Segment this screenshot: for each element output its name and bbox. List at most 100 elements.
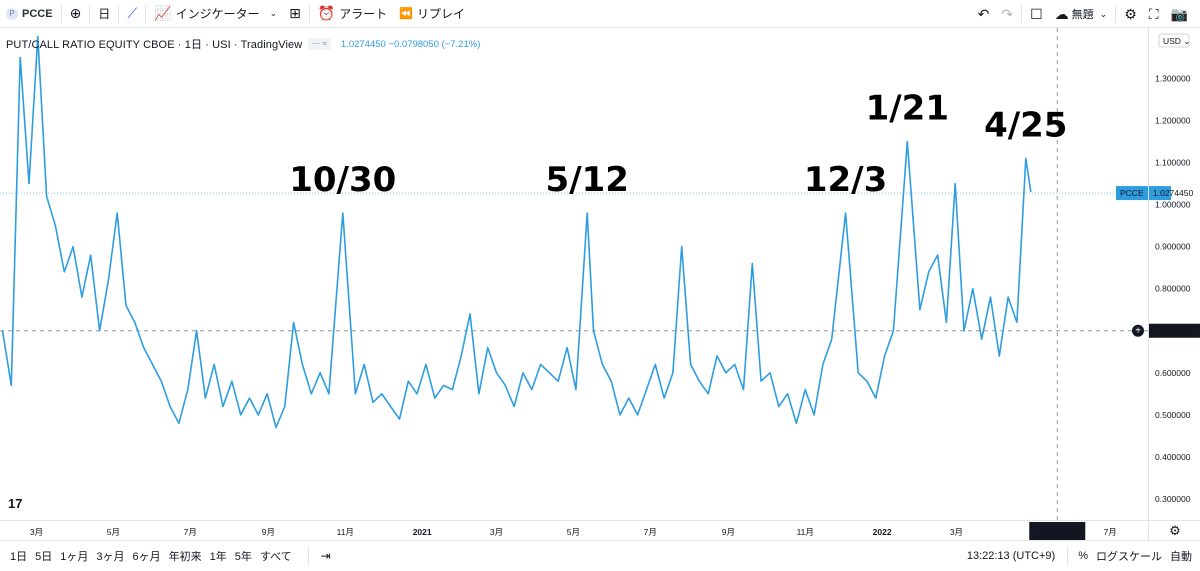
divider: [1067, 547, 1069, 565]
cloud-icon: ☁: [1054, 5, 1069, 22]
layout-name-button[interactable]: ☁ 無題 ⌄: [1049, 0, 1114, 28]
time-tick-label: 9月: [722, 527, 735, 537]
time-tick-label: 3月: [490, 527, 503, 537]
expand-icon: ⛶: [1148, 5, 1159, 22]
price-tick-label: 1.100000: [1155, 158, 1191, 168]
fullscreen-button[interactable]: ⛶: [1143, 0, 1165, 28]
legend-values: 1.0274450 −0.0798050 (−7.21%): [340, 38, 481, 50]
price-axis[interactable]: 1.300000 1.200000 1.100000 1.000000 0.900000…: [1119, 28, 1200, 520]
line-chart-icon: ⟋: [127, 5, 138, 21]
divider: [118, 4, 120, 23]
divider: [60, 4, 62, 23]
range-button[interactable]: 年初来: [168, 550, 202, 563]
add-alert-icon[interactable]: [1132, 324, 1144, 337]
annotation-label: 12/3: [804, 160, 887, 200]
divider: [307, 546, 309, 565]
axis-settings-button[interactable]: ⚙: [1148, 520, 1200, 541]
time-tick-label: 5月: [567, 527, 580, 537]
series-line-pcce: [1, 35, 1032, 429]
range-button[interactable]: 1年: [209, 550, 227, 563]
symbol-search-button[interactable]: P PCCE: [0, 0, 59, 28]
time-tick-label: 5月: [107, 527, 120, 537]
crosshair-price-badge: [1149, 323, 1200, 338]
range-button[interactable]: 6ヶ月: [132, 550, 161, 563]
indicator-chart-icon: 📈: [154, 5, 172, 21]
gear-icon: ⚙: [1169, 523, 1181, 538]
range-button[interactable]: 5日: [35, 550, 53, 563]
range-button[interactable]: すべて: [259, 550, 292, 563]
time-tick-label: 2021: [413, 527, 432, 537]
tradingview-logo[interactable]: 17: [8, 496, 23, 511]
gear-icon: ⚙: [1124, 5, 1137, 22]
replay-button[interactable]: ⏪ リプレイ: [393, 0, 471, 28]
layouts-button[interactable]: ⊞: [283, 0, 307, 28]
chevron-down-icon: ⌄: [1099, 8, 1108, 19]
indicators-label: インジケーター: [175, 7, 260, 21]
series-name-badge: [1116, 186, 1148, 201]
time-axis[interactable]: 3月5月7月9月11月20213月5月7月9月11月20223月57月2022-…: [0, 520, 1148, 541]
snapshot-button[interactable]: 📷: [1165, 0, 1194, 28]
price-tick-label: 0.900000: [1155, 242, 1191, 252]
divider: [1115, 5, 1117, 23]
currency-label: USD ⌄: [1163, 36, 1190, 46]
rewind-icon: ⏪: [399, 8, 414, 20]
divider: [145, 4, 147, 23]
legend-title: PUT/CALL RATIO EQUITY CBOE · 1日 · USI · …: [6, 39, 303, 51]
interval-button[interactable]: 日: [92, 0, 116, 28]
time-tick-label: 3月: [30, 527, 43, 537]
time-tick-label: 2022: [873, 527, 892, 537]
crosshair-price-label: 0.7000625: [1153, 326, 1193, 336]
legend-toggle-button[interactable]: ⋯ ≈: [308, 38, 331, 50]
replay-label: リプレイ: [417, 7, 466, 21]
chart-svg: PCCE + 10/30 5/12 12/3 1/21 4/25: [0, 28, 1148, 520]
fullscreen-select-button[interactable]: ☐: [1024, 0, 1049, 28]
time-tick-label: 11月: [337, 527, 354, 537]
settings-button[interactable]: ⚙: [1118, 0, 1143, 28]
grid-layout-icon: ⊞: [289, 5, 301, 21]
alert-label: アラート: [339, 7, 388, 21]
interval-label: 日: [98, 7, 111, 21]
chart-legend: PUT/CALL RATIO EQUITY CBOE · 1日 · USI · …: [6, 36, 480, 52]
compare-button[interactable]: ⊕: [64, 0, 88, 28]
alert-button[interactable]: ⏰ アラート: [312, 0, 393, 28]
price-tick-label: 0.300000: [1155, 494, 1191, 504]
time-tick-label: 3月: [950, 527, 963, 537]
price-tick-label: 1.200000: [1155, 116, 1191, 126]
range-button[interactable]: 1日: [10, 550, 28, 563]
date-range-list: 1日 5日 1ヶ月 3ヶ月 6ヶ月 年初来 1年 5年 すべて: [6, 548, 296, 564]
symbol-label: PCCE: [22, 7, 53, 20]
plus-circle-icon: ⊕: [69, 5, 82, 21]
price-tick-label: 1.300000: [1155, 73, 1191, 83]
chart-plot-area[interactable]: PCCE + 10/30 5/12 12/3 1/21 4/25: [0, 28, 1148, 520]
auto-scale-button[interactable]: 自動: [1170, 551, 1192, 563]
annotation-label: 5/12: [546, 160, 629, 200]
price-tick-label: 1.000000: [1155, 200, 1191, 210]
currency-button[interactable]: [1158, 33, 1190, 48]
clock-label[interactable]: 13:22:13 (UTC+9): [966, 550, 1056, 562]
percent-scale-button[interactable]: %: [1078, 550, 1088, 562]
go-to-date-icon[interactable]: ⇥: [320, 548, 331, 563]
divider: [308, 4, 310, 23]
redo-icon: ↷: [1001, 5, 1014, 22]
chart-style-button[interactable]: ⟋: [121, 0, 143, 28]
alarm-clock-icon: ⏰: [317, 5, 336, 21]
plus-icon: +: [1135, 326, 1141, 337]
layout-name-label: 無題: [1071, 9, 1094, 21]
last-value-label: 1.0274450: [1153, 188, 1193, 198]
range-button[interactable]: 5年: [234, 550, 252, 563]
log-scale-button[interactable]: ログスケール: [1096, 551, 1162, 563]
bottom-toolbar: 1日 5日 1ヶ月 3ヶ月 6ヶ月 年初来 1年 5年 すべて ⇥ 13:22:13 (UTC+…: [0, 540, 1200, 570]
range-button[interactable]: 1ヶ月: [60, 550, 89, 563]
price-tick-label: 0.800000: [1155, 284, 1191, 294]
annotation-label: 4/25: [984, 105, 1067, 145]
annotation-label: 1/21: [866, 89, 949, 129]
range-button[interactable]: 3ヶ月: [96, 550, 125, 563]
time-tick-label: 11月: [797, 527, 814, 537]
indicators-button[interactable]: 📈 インジケーター ⌄: [148, 0, 283, 28]
undo-button[interactable]: ↶: [972, 0, 996, 28]
redo-button[interactable]: ↷: [995, 0, 1019, 28]
bottom-right-tools: 13:22:13 (UTC+9) % ログスケール 自動: [967, 541, 1192, 571]
price-tick-label: 0.600000: [1155, 368, 1191, 378]
top-right-tools: ↶ ↷ ☐ ☁ 無題 ⌄ ⚙ ⛶ 📷: [972, 0, 1194, 28]
symbol-logo-icon: P: [6, 7, 18, 20]
